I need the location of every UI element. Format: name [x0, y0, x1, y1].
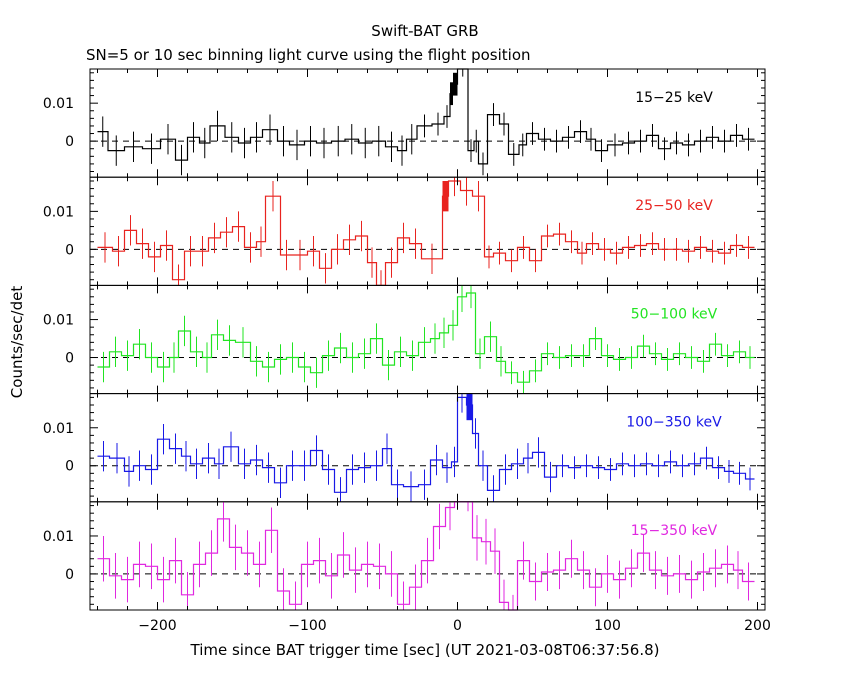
panel-4: 0 0.01 100−350 keV — [43, 393, 766, 503]
panel-5: 0 0.01 15−350 keV — [43, 501, 766, 611]
energy-band-label: 50−100 keV — [631, 306, 718, 322]
x-tick-label: 100 — [594, 618, 621, 634]
energy-band-label: 15−350 keV — [631, 523, 718, 539]
light-curve-step-line — [97, 501, 755, 611]
x-tick-label: −100 — [288, 618, 326, 634]
x-tick-label: 0 — [453, 618, 462, 634]
x-tick-label: −200 — [138, 618, 176, 634]
chart-title: Swift-BAT GRB — [371, 22, 478, 40]
x-tick-labels: −200 −100 0 100 200 — [138, 618, 771, 634]
panel-2: 0 0.01 25−50 keV — [43, 176, 766, 286]
light-curve-step-line — [97, 396, 755, 493]
light-curve-step-line — [97, 68, 755, 165]
y-tick-label: 0 — [65, 351, 74, 367]
y-tick-label: 0.01 — [43, 421, 74, 437]
x-axis-label: Time since BAT trigger time [sec] (UT 20… — [190, 641, 660, 659]
energy-band-label: 100−350 keV — [626, 415, 722, 431]
energy-band-label: 15−25 keV — [635, 90, 713, 106]
y-tick-label: 0.01 — [43, 204, 74, 220]
chart-subtitle: SN=5 or 10 sec binning light curve using… — [86, 46, 531, 64]
y-tick-label: 0 — [65, 459, 74, 475]
light-curve-step-line — [97, 180, 755, 286]
y-tick-label: 0.01 — [43, 313, 74, 329]
energy-band-label: 25−50 keV — [635, 198, 713, 214]
light-curve-step-line — [97, 292, 755, 383]
x-tick-label: 200 — [744, 618, 771, 634]
y-tick-label: 0.01 — [43, 529, 74, 545]
panel-1: 0 0.01 15−25 keV — [43, 68, 766, 178]
panel-frame — [89, 176, 766, 286]
panel-frame — [89, 68, 766, 178]
y-tick-label: 0 — [65, 134, 74, 150]
y-tick-label: 0.01 — [43, 96, 74, 112]
y-tick-label: 0 — [65, 242, 74, 258]
y-tick-label: 0 — [65, 567, 74, 583]
y-axis-label: Counts/sec/det — [8, 286, 26, 399]
panel-3: 0 0.01 50−100 keV — [43, 284, 766, 395]
panel-frame — [89, 393, 766, 503]
panel-frame — [89, 284, 766, 395]
